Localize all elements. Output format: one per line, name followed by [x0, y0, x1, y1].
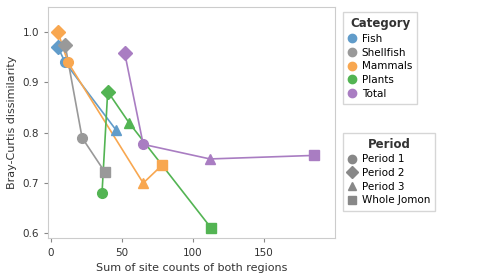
Legend: Period 1, Period 2, Period 3, Whole Jomon: Period 1, Period 2, Period 3, Whole Jomo…: [343, 132, 436, 211]
X-axis label: Sum of site counts of both regions: Sum of site counts of both regions: [96, 263, 287, 273]
Y-axis label: Bray-Curtis dissimilarity: Bray-Curtis dissimilarity: [7, 56, 17, 189]
